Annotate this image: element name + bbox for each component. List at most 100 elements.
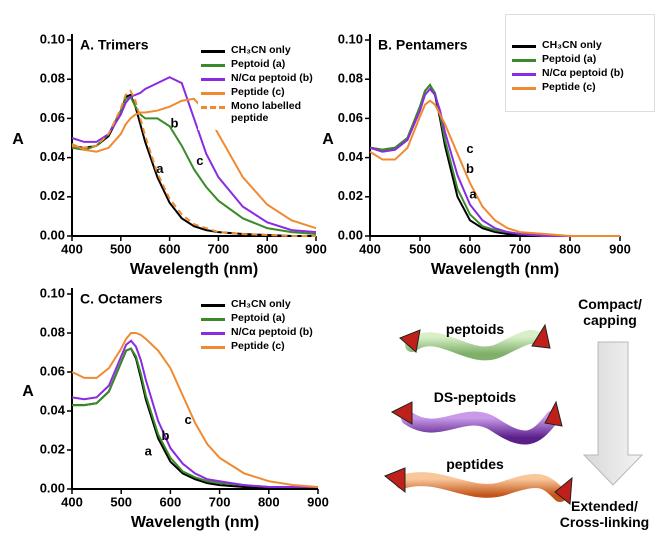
y-tick-label: 0.04 <box>338 149 364 164</box>
legend-label: Peptoid (a) <box>231 58 286 70</box>
x-tick-label: 600 <box>160 494 182 509</box>
legend-item: CH₃CN only <box>512 39 648 51</box>
x-tick-label: 900 <box>305 241 327 256</box>
cone <box>531 323 551 349</box>
x-tick-label: 500 <box>110 241 132 256</box>
legend-item: Peptoid (a) <box>201 312 347 324</box>
legend-label: CH₃CN only <box>542 39 602 51</box>
legend-swatch <box>201 318 225 321</box>
x-tick-label: 400 <box>61 494 83 509</box>
legend-swatch <box>201 346 225 349</box>
curve-label: c <box>184 412 191 427</box>
y-axis-label: A <box>12 131 24 148</box>
legend-item: Peptoid (a) <box>512 53 648 65</box>
x-axis-label: Wavelength (nm) <box>131 514 259 531</box>
cone <box>399 329 421 353</box>
data-line <box>71 332 319 489</box>
y-tick-label: 0.00 <box>40 480 65 495</box>
legend-swatch <box>201 50 225 53</box>
legend-label: N/Cα peptoid (b) <box>542 67 624 79</box>
arrow <box>582 341 644 486</box>
cone <box>544 400 563 427</box>
y-tick-label: 0.00 <box>338 227 363 242</box>
chart-title: A. Trimers <box>80 37 149 53</box>
x-axis-label: Wavelength (nm) <box>130 261 258 278</box>
legend-label: N/Cα peptoid (b) <box>231 72 313 84</box>
data-line <box>71 339 318 489</box>
x-tick-label: 500 <box>110 494 132 509</box>
data-line <box>71 97 317 230</box>
y-tick-label: 0.06 <box>40 110 65 125</box>
subplot: 0.00 0.02 0.04 0.06 0.08 0.10 400 500 600 700 800 9… <box>22 285 329 531</box>
curve-label: b <box>162 428 170 443</box>
data-line <box>72 347 318 490</box>
curve-label: a <box>469 186 477 201</box>
cone <box>384 467 406 494</box>
y-tick-label: 0.02 <box>40 188 65 203</box>
x-tick-label: 800 <box>256 241 278 256</box>
legend-label: Peptoid (a) <box>542 53 597 65</box>
y-axis-label: A <box>322 131 334 148</box>
y-tick-label: 0.08 <box>40 71 65 86</box>
cone <box>554 476 573 505</box>
cone <box>390 401 413 425</box>
chart-title: C. Octamers <box>80 291 163 307</box>
legend-swatch <box>201 304 225 307</box>
x-tick-label: 900 <box>609 241 631 256</box>
legend: CH₃CN only Peptoid (a) N/Cα peptoid (b) Pep… <box>198 38 330 130</box>
x-tick-label: 700 <box>509 241 531 256</box>
legend: CH₃CN only Peptoid (a) N/Cα peptoid (b) Pep… <box>198 292 350 358</box>
legend-swatch <box>512 87 536 90</box>
y-tick-label: 0.06 <box>40 363 65 378</box>
x-tick-label: 800 <box>258 494 280 509</box>
y-tick-label: 0.04 <box>40 149 66 164</box>
legend-label: CH₃CN only <box>231 298 291 310</box>
y-tick-label: 0.00 <box>40 227 65 242</box>
data-line <box>369 99 620 237</box>
subplot: 0.00 0.02 0.04 0.06 0.08 0.10 400 500 600 700 800 9… <box>322 31 631 278</box>
y-tick-label: 0.10 <box>338 31 363 46</box>
legend-label: Mono labelled peptide <box>231 100 302 124</box>
y-tick-label: 0.10 <box>40 285 65 300</box>
legend-label: Peptide (c) <box>231 340 285 352</box>
y-tick-label: 0.02 <box>338 188 363 203</box>
ribbon-label: peptides <box>446 456 504 472</box>
legend-label: CH₃CN only <box>231 44 291 56</box>
curve-label: c <box>466 141 473 156</box>
legend: CH₃CN only Peptoid (a) N/Cα peptoid (b) Pep… <box>505 14 655 112</box>
legend-swatch <box>201 78 225 81</box>
curve-label: b <box>171 116 179 131</box>
x-tick-label: 600 <box>159 241 181 256</box>
ribbon-label: peptoids <box>445 321 505 337</box>
ribbon <box>401 411 559 445</box>
curve-label: a <box>145 443 153 458</box>
legend-swatch <box>201 332 225 335</box>
diagram-label: Compact/ capping <box>578 296 642 328</box>
x-tick-label: 700 <box>208 241 230 256</box>
legend-item: Peptide (c) <box>512 81 648 93</box>
legend-label: Peptide (c) <box>542 81 596 93</box>
diagram <box>384 323 644 505</box>
legend-label: Peptide (c) <box>231 86 285 98</box>
y-axis-label: A <box>22 383 34 400</box>
legend-label: N/Cα peptoid (b) <box>231 326 313 338</box>
x-tick-label: 500 <box>409 241 431 256</box>
legend-item: N/Cα peptoid (b) <box>201 72 327 84</box>
y-tick-label: 0.02 <box>40 441 65 456</box>
diagram-label: Extended/ Cross-linking <box>559 498 650 530</box>
x-tick-label: 900 <box>307 494 329 509</box>
y-tick-label: 0.10 <box>40 31 65 46</box>
legend-swatch <box>201 92 225 95</box>
subplot: 0.00 0.02 0.04 0.06 0.08 0.10 400 500 600 700 800 9… <box>12 31 327 278</box>
x-tick-label: 400 <box>61 241 83 256</box>
x-axis-label: Wavelength (nm) <box>431 261 559 278</box>
legend-item: N/Cα peptoid (b) <box>201 326 347 338</box>
legend-label: Peptoid (a) <box>231 312 286 324</box>
curve-label: b <box>466 161 474 176</box>
legend-item: Peptoid (a) <box>201 58 327 70</box>
legend-item: CH₃CN only <box>201 44 327 56</box>
curve-label: c <box>196 153 203 168</box>
legend-item: Peptide (c) <box>201 340 347 352</box>
